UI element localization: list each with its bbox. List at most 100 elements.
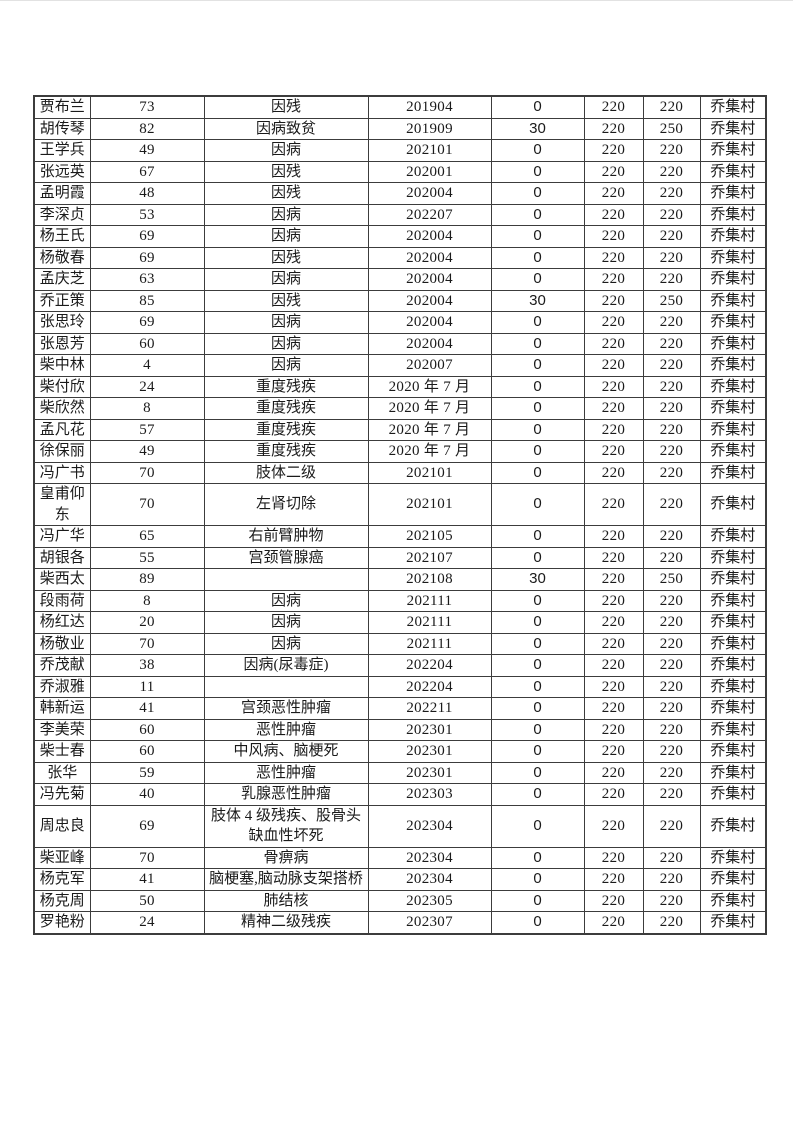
cell-reason: 中风病、脑梗死 <box>203 740 369 763</box>
cell-reason: 因病 <box>203 268 369 291</box>
cell-total: 220 <box>642 675 701 698</box>
cell-total: 220 <box>642 761 701 784</box>
cell-name: 孟凡花 <box>33 418 91 441</box>
cell-age: 69 <box>89 311 205 334</box>
cell-name: 李深贞 <box>33 203 91 226</box>
table-row: 柴亚峰 70 骨痹病 202304 0 220 220 乔集村 <box>33 846 767 869</box>
cell-village: 乔集村 <box>699 311 767 334</box>
cell-total: 250 <box>642 117 701 140</box>
cell-total: 220 <box>642 461 701 484</box>
cell-base: 220 <box>583 332 644 355</box>
cell-village: 乔集村 <box>699 846 767 869</box>
cell-age: 24 <box>89 375 205 398</box>
table-row: 冯广华 65 右前臂肿物 202105 0 220 220 乔集村 <box>33 525 767 548</box>
table-row: 柴西太 89 202108 30 220 250 乔集村 <box>33 568 767 591</box>
cell-village: 乔集村 <box>699 783 767 806</box>
cell-date: 2020 年 7 月 <box>367 418 492 441</box>
cell-age: 24 <box>89 911 205 934</box>
cell-village: 乔集村 <box>699 546 767 569</box>
cell-total: 250 <box>642 289 701 312</box>
cell-total: 220 <box>642 632 701 655</box>
cell-total: 220 <box>642 160 701 183</box>
cell-name: 柴中林 <box>33 354 91 377</box>
cell-name: 杨敬业 <box>33 632 91 655</box>
cell-name: 周忠良 <box>33 804 91 848</box>
cell-base: 220 <box>583 461 644 484</box>
cell-addition: 0 <box>490 611 585 634</box>
cell-reason: 精神二级残疾 <box>203 911 369 934</box>
cell-reason: 脑梗塞,脑动脉支架搭桥 <box>203 868 369 891</box>
cell-addition: 0 <box>490 375 585 398</box>
cell-age: 89 <box>89 568 205 591</box>
cell-date: 202105 <box>367 525 492 548</box>
cell-name: 乔茂献 <box>33 654 91 677</box>
cell-base: 220 <box>583 589 644 612</box>
cell-addition: 30 <box>490 568 585 591</box>
cell-base: 220 <box>583 632 644 655</box>
cell-base: 220 <box>583 761 644 784</box>
cell-base: 220 <box>583 740 644 763</box>
cell-age: 65 <box>89 525 205 548</box>
cell-base: 220 <box>583 568 644 591</box>
cell-date: 202303 <box>367 783 492 806</box>
cell-village: 乔集村 <box>699 632 767 655</box>
table-row: 柴中林 4 因病 202007 0 220 220 乔集村 <box>33 354 767 377</box>
cell-addition: 0 <box>490 139 585 162</box>
table-row: 冯广书 70 肢体二级 202101 0 220 220 乔集村 <box>33 461 767 484</box>
cell-name: 杨克周 <box>33 889 91 912</box>
cell-addition: 0 <box>490 483 585 526</box>
cell-village: 乔集村 <box>699 246 767 269</box>
table-row: 徐保丽 49 重度残疾 2020 年 7 月 0 220 220 乔集村 <box>33 440 767 463</box>
cell-base: 220 <box>583 546 644 569</box>
table-row: 孟庆芝 63 因病 202004 0 220 220 乔集村 <box>33 268 767 291</box>
cell-date: 202304 <box>367 846 492 869</box>
cell-name: 李美荣 <box>33 718 91 741</box>
cell-base: 220 <box>583 911 644 934</box>
cell-base: 220 <box>583 375 644 398</box>
cell-addition: 0 <box>490 846 585 869</box>
cell-reason: 骨痹病 <box>203 846 369 869</box>
cell-addition: 0 <box>490 783 585 806</box>
cell-total: 220 <box>642 740 701 763</box>
cell-name: 贾布兰 <box>33 95 91 119</box>
cell-age: 57 <box>89 418 205 441</box>
cell-age: 70 <box>89 483 205 526</box>
cell-date: 202004 <box>367 289 492 312</box>
cell-village: 乔集村 <box>699 268 767 291</box>
cell-date: 202304 <box>367 868 492 891</box>
cell-date: 202004 <box>367 332 492 355</box>
cell-village: 乔集村 <box>699 654 767 677</box>
cell-total: 220 <box>642 525 701 548</box>
cell-name: 杨王氏 <box>33 225 91 248</box>
cell-addition: 30 <box>490 117 585 140</box>
table-row: 张思玲 69 因病 202004 0 220 220 乔集村 <box>33 311 767 334</box>
cell-name: 王学兵 <box>33 139 91 162</box>
table-row: 张恩芳 60 因病 202004 0 220 220 乔集村 <box>33 332 767 355</box>
cell-village: 乔集村 <box>699 697 767 720</box>
cell-date: 2020 年 7 月 <box>367 375 492 398</box>
cell-date: 202304 <box>367 804 492 848</box>
cell-total: 250 <box>642 568 701 591</box>
cell-date: 202211 <box>367 697 492 720</box>
cell-name: 杨克军 <box>33 868 91 891</box>
cell-total: 220 <box>642 397 701 420</box>
cell-age: 49 <box>89 440 205 463</box>
cell-total: 220 <box>642 783 701 806</box>
cell-name: 韩新运 <box>33 697 91 720</box>
cell-village: 乔集村 <box>699 675 767 698</box>
cell-village: 乔集村 <box>699 139 767 162</box>
cell-total: 220 <box>642 611 701 634</box>
cell-addition: 0 <box>490 740 585 763</box>
cell-base: 220 <box>583 203 644 226</box>
cell-reason: 因残 <box>203 289 369 312</box>
cell-age: 60 <box>89 718 205 741</box>
cell-total: 220 <box>642 911 701 934</box>
cell-name: 冯先菊 <box>33 783 91 806</box>
cell-village: 乔集村 <box>699 740 767 763</box>
cell-total: 220 <box>642 225 701 248</box>
cell-addition: 0 <box>490 804 585 848</box>
cell-village: 乔集村 <box>699 332 767 355</box>
cell-base: 220 <box>583 654 644 677</box>
cell-reason: 肢体二级 <box>203 461 369 484</box>
